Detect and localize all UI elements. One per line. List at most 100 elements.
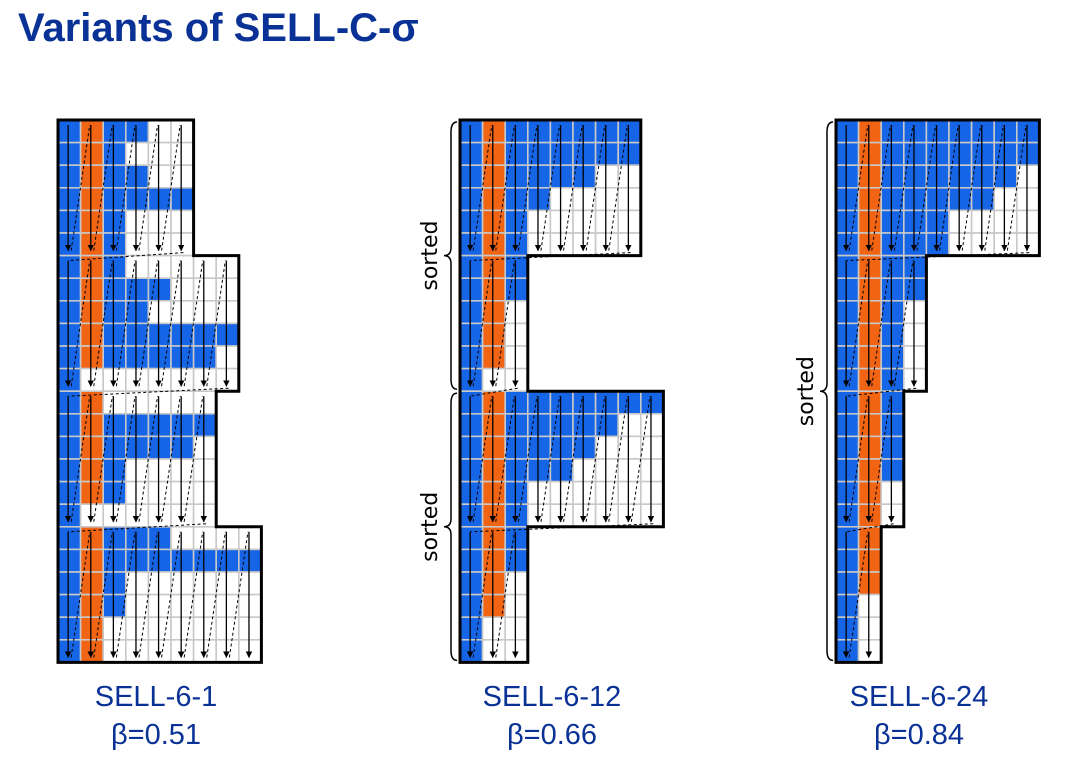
padding-cell — [192, 616, 218, 641]
nonzero-cell — [170, 345, 195, 370]
padding-cell — [125, 390, 150, 415]
nonzero-cell — [192, 345, 218, 370]
nonzero-cell — [459, 345, 484, 370]
column-link — [206, 531, 226, 658]
column-link — [472, 124, 493, 251]
highlight-cell — [857, 571, 882, 596]
column-link — [585, 124, 606, 251]
sort-scope-brace — [443, 121, 458, 390]
nonzero-cell — [125, 435, 150, 460]
padding-cell — [125, 571, 150, 596]
padding-cell — [147, 164, 172, 189]
padding-cell — [125, 480, 150, 506]
panel-sell-6-1 — [56, 118, 263, 664]
column-link — [138, 124, 159, 251]
padding-cell — [170, 503, 195, 528]
nonzero-cell — [1015, 119, 1041, 144]
nonzero-cell — [459, 616, 484, 641]
caption-sell-6-24: SELL-6-24 β=0.84 — [799, 678, 1039, 754]
highlight-cell — [79, 435, 104, 460]
padding-cell — [147, 480, 172, 506]
highlight-cell — [857, 299, 882, 325]
padding-cell — [504, 616, 529, 641]
padding-cell — [192, 571, 218, 596]
nonzero-cell — [57, 638, 82, 664]
nonzero-cell — [459, 435, 484, 460]
column-link — [517, 124, 538, 251]
nonzero-cell — [504, 232, 529, 257]
nonzero-cell — [147, 525, 172, 551]
nonzero-cell — [57, 503, 82, 528]
column-link — [138, 260, 159, 387]
nonzero-cell — [880, 367, 905, 393]
column-link — [871, 260, 891, 387]
nonzero-cell — [57, 254, 82, 280]
variant-name: SELL-6-1 — [94, 681, 218, 713]
padding-cell — [902, 345, 928, 370]
matrix-outline — [458, 118, 665, 664]
nonzero-cell — [835, 412, 860, 438]
chunk-link — [846, 387, 917, 397]
nonzero-cell — [835, 503, 860, 528]
padding-cell — [170, 209, 195, 234]
highlight-cell — [481, 525, 507, 551]
padding-cell — [192, 367, 218, 393]
column-link — [70, 124, 91, 251]
column-link — [916, 124, 937, 251]
padding-cell — [102, 503, 127, 528]
padding-cell — [1015, 187, 1041, 212]
highlight-cell — [79, 345, 104, 370]
nonzero-cell — [948, 119, 973, 144]
padding-cell — [125, 367, 150, 393]
nonzero-cell — [594, 119, 619, 144]
column-link — [893, 124, 914, 251]
nonzero-cell — [57, 390, 82, 415]
padding-cell — [639, 458, 665, 483]
padding-cell — [192, 299, 218, 325]
nonzero-cell — [594, 390, 619, 415]
column-link — [608, 396, 628, 522]
nonzero-cell — [125, 119, 150, 144]
nonzero-cell — [459, 277, 484, 302]
highlight-cell — [857, 503, 882, 528]
column-link — [893, 260, 914, 387]
variant-beta: β=0.51 — [110, 719, 202, 751]
padding-cell — [857, 593, 882, 618]
nonzero-cell — [993, 164, 1018, 189]
highlight-cell — [481, 209, 507, 234]
nonzero-cell — [948, 164, 973, 189]
column-link — [984, 124, 1004, 251]
padding-cell — [192, 480, 218, 506]
padding-cell — [238, 571, 263, 596]
padding-cell — [594, 435, 619, 460]
column-link — [939, 124, 959, 251]
matrix-cells — [57, 119, 263, 664]
highlight-cell — [857, 209, 882, 234]
padding-cell — [549, 480, 574, 506]
padding-cell — [170, 119, 195, 144]
padding-cell — [147, 119, 172, 144]
nonzero-cell — [459, 141, 484, 167]
nonzero-cell — [880, 164, 905, 189]
nonzero-cell — [572, 119, 597, 144]
nonzero-cell — [459, 164, 484, 189]
highlight-cell — [857, 232, 882, 257]
padding-cell — [215, 345, 240, 370]
padding-cell — [481, 616, 507, 641]
nonzero-cell — [215, 322, 240, 347]
padding-cell — [238, 638, 263, 664]
padding-cell — [572, 232, 597, 257]
column-link — [495, 260, 515, 387]
column-link — [115, 124, 136, 251]
nonzero-cell — [993, 119, 1018, 144]
padding-cell — [549, 209, 574, 234]
padding-cell — [572, 209, 597, 234]
padding-cell — [79, 503, 104, 528]
variant-name: SELL-6-24 — [849, 681, 989, 713]
padding-cell — [147, 232, 172, 257]
panel-sell-6-12: sorted sorted — [418, 118, 665, 664]
padding-cell — [526, 232, 552, 257]
padding-cell — [147, 616, 172, 641]
panel-sell-6-24: sorted — [794, 118, 1041, 664]
nonzero-cell — [549, 390, 574, 415]
